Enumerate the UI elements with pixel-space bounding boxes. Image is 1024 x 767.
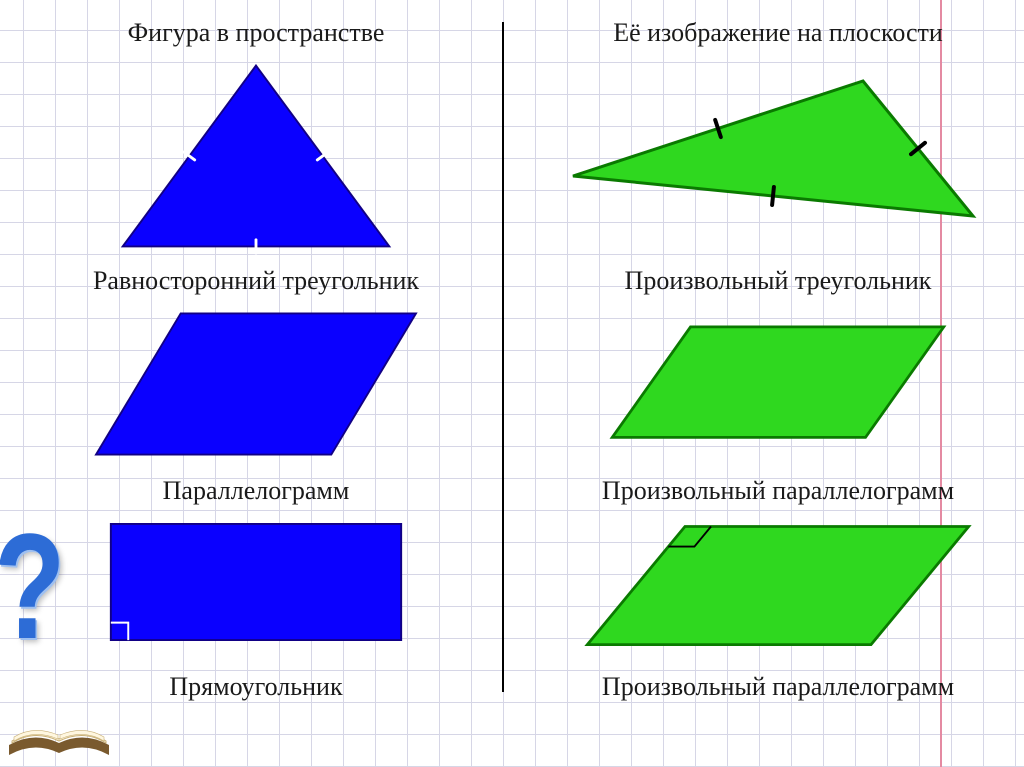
parallelogram-blue-shape (91, 302, 421, 466)
parallelogram-green-marked-shape (578, 516, 978, 656)
page-columns: Фигура в пространстве Равносторонний тре… (0, 0, 1024, 767)
right-heading: Её изображение на плоскости (613, 18, 943, 48)
parallelogram-green-shape (603, 302, 953, 466)
arbitrary-parallelogram-1-label: Произвольный параллелограмм (602, 476, 954, 506)
rectangle-label: Прямоугольник (169, 672, 342, 702)
equilateral-triangle-label: Равносторонний треугольник (93, 266, 419, 296)
arbitrary-triangle-label: Произвольный треугольник (625, 266, 932, 296)
left-heading: Фигура в пространстве (128, 18, 385, 48)
equilateral-triangle-shape (106, 56, 406, 256)
column-space-figures: Фигура в пространстве Равносторонний тре… (0, 0, 512, 767)
rectangle-blue-shape (106, 516, 406, 648)
column-plane-projections: Её изображение на плоскости Произвольный… (512, 0, 1024, 767)
parallelogram-label: Параллелограмм (163, 476, 350, 506)
arbitrary-parallelogram-2-label: Произвольный параллелограмм (602, 672, 954, 702)
arbitrary-triangle-shape (563, 56, 993, 256)
